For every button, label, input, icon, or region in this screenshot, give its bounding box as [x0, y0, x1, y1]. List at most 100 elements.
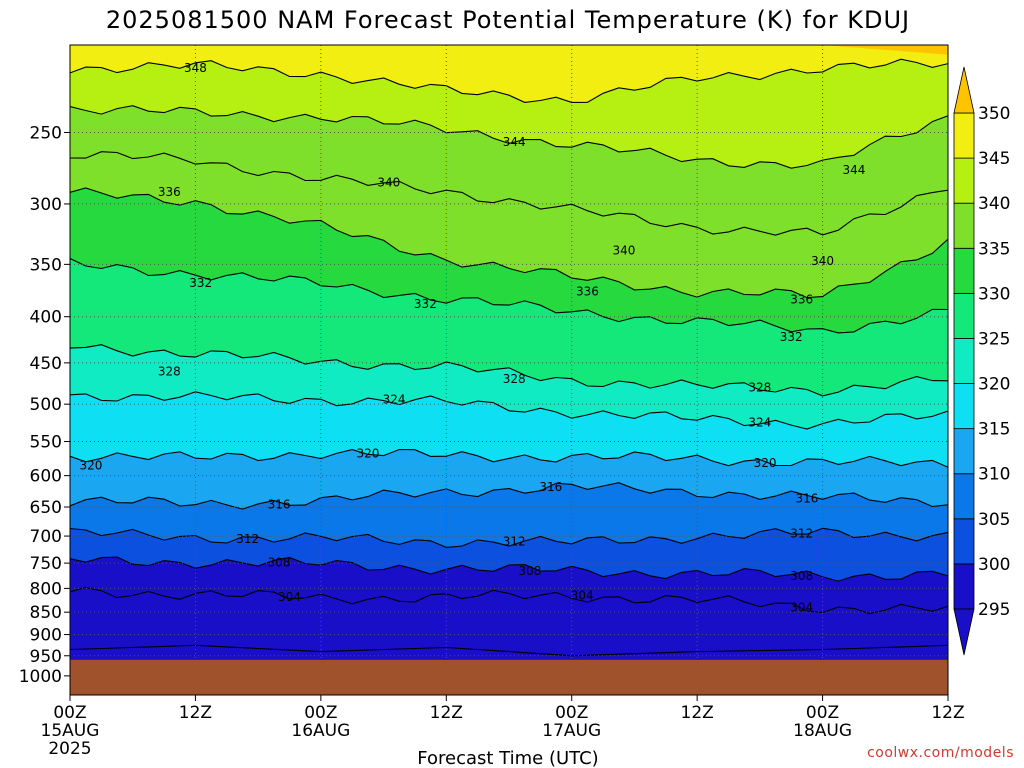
contour-label: 328 [503, 372, 526, 386]
plot-frame [69, 44, 949, 696]
contour-label: 332 [189, 276, 212, 290]
x-tick-label: 12Z [179, 703, 212, 723]
contour-label: 320 [754, 456, 777, 470]
theta-band [70, 528, 948, 582]
y-tick-label: 250 [30, 123, 62, 143]
isentrope-line [70, 58, 948, 103]
y-tick-label: 550 [30, 433, 62, 453]
colorbar-label: 330 [978, 284, 1010, 304]
isentrope-line [70, 556, 948, 582]
credit-link[interactable]: coolwx.com/models [867, 745, 1014, 761]
isentrope-line [70, 482, 948, 510]
theta-band [70, 59, 948, 169]
colorbar-segment [953, 473, 975, 520]
colorbar-label: 350 [978, 104, 1010, 124]
colorbar: 295 300 305 310 315 320 325 330 335 340 345 350 [953, 66, 1010, 656]
y-tick-label: 1000 [19, 667, 62, 687]
y-tick-label: 300 [30, 195, 62, 215]
theta-band [70, 391, 948, 468]
colorbar-segment [953, 383, 975, 430]
contour-label: 340 [811, 254, 834, 268]
x-tick-date: 15AUG [41, 721, 100, 741]
isentrope-line [70, 105, 948, 169]
colorbar-segment [953, 202, 975, 249]
contour-label: 328 [748, 380, 771, 394]
y-tick-label: 400 [30, 308, 62, 328]
contour-label: 348 [184, 61, 207, 75]
colorbar-segment [953, 428, 975, 475]
y-axis: 250 300 350 400 450 500 550 600 650 700 750 800 850 9… [19, 123, 70, 687]
theta-band [70, 482, 948, 548]
contour-label: 316 [795, 491, 818, 505]
x-tick-label: 00Z [806, 703, 839, 723]
colorbar-label: 305 [978, 510, 1010, 530]
contour-label: 304 [571, 589, 594, 603]
theta-band [70, 557, 948, 614]
contour-label: 340 [377, 175, 400, 189]
contour-label: 312 [790, 526, 813, 540]
contour-label: 320 [79, 459, 102, 473]
isentrope-line [70, 586, 948, 615]
theta-band [70, 449, 948, 510]
contour-label: 332 [780, 330, 803, 344]
x-tick-label: 12Z [681, 703, 714, 723]
isentrope-line [70, 448, 948, 468]
isentrope-line [70, 151, 948, 236]
contour-label: 316 [539, 480, 562, 494]
x-tick-year: 2025 [48, 739, 91, 759]
isentrope-line [70, 391, 948, 430]
y-tick-label: 850 [30, 603, 62, 623]
theta-band [70, 587, 948, 656]
contour-label: 336 [576, 284, 599, 298]
y-tick-label: 650 [30, 498, 62, 518]
contour-label: 320 [356, 446, 379, 460]
colorbar-segment [953, 292, 975, 339]
isentrope-line [70, 644, 948, 657]
colorbar-label: 310 [978, 465, 1010, 485]
colorbar-label: 320 [978, 375, 1010, 395]
x-tick-label: 12Z [430, 703, 463, 723]
contour-label: 340 [613, 244, 636, 258]
x-tick-date: 18AUG [793, 721, 852, 741]
y-tick-label: 950 [30, 647, 62, 667]
contour-label: 304 [790, 601, 813, 615]
colorbar-label: 315 [978, 420, 1010, 440]
contour-label: 332 [414, 297, 437, 311]
theta-band [70, 344, 948, 429]
colorbar-label: 325 [978, 329, 1010, 349]
colorbar-label: 295 [978, 600, 1010, 620]
y-tick-label: 500 [30, 395, 62, 415]
theta-band [70, 188, 948, 333]
contour-label: 308 [518, 564, 541, 578]
contour-label: 336 [790, 293, 813, 307]
theta-band [70, 151, 948, 298]
contour-label: 336 [158, 185, 181, 199]
colorbar-segment [953, 112, 975, 159]
y-tick-label: 700 [30, 527, 62, 547]
x-axis-label: Forecast Time (UTC) [417, 748, 598, 768]
x-tick-label: 00Z [555, 703, 588, 723]
y-tick-label: 800 [30, 579, 62, 599]
contour-label: 308 [268, 556, 291, 570]
surface-ground [70, 659, 948, 695]
theta-band [70, 45, 948, 103]
colorbar-label: 340 [978, 194, 1010, 214]
colorbar-label: 300 [978, 555, 1010, 575]
contour-label: 324 [748, 416, 771, 430]
colorbar-segment [953, 563, 975, 610]
contour-label: 304 [278, 590, 301, 604]
theta-band [70, 258, 948, 396]
isentrope-contours [70, 58, 948, 657]
isentrope-line [70, 258, 948, 334]
contour-label: 308 [790, 569, 813, 583]
isentrope-line [70, 187, 948, 299]
colorbar-segment [953, 247, 975, 294]
colorbar-bottom-arrow [953, 608, 975, 656]
y-tick-label: 450 [30, 354, 62, 374]
contour-label: 316 [268, 498, 291, 512]
colorbar-segment [953, 338, 975, 384]
y-tick-label: 900 [30, 626, 62, 646]
contour-label: 324 [383, 392, 406, 406]
x-tick-label: 00Z [53, 703, 86, 723]
